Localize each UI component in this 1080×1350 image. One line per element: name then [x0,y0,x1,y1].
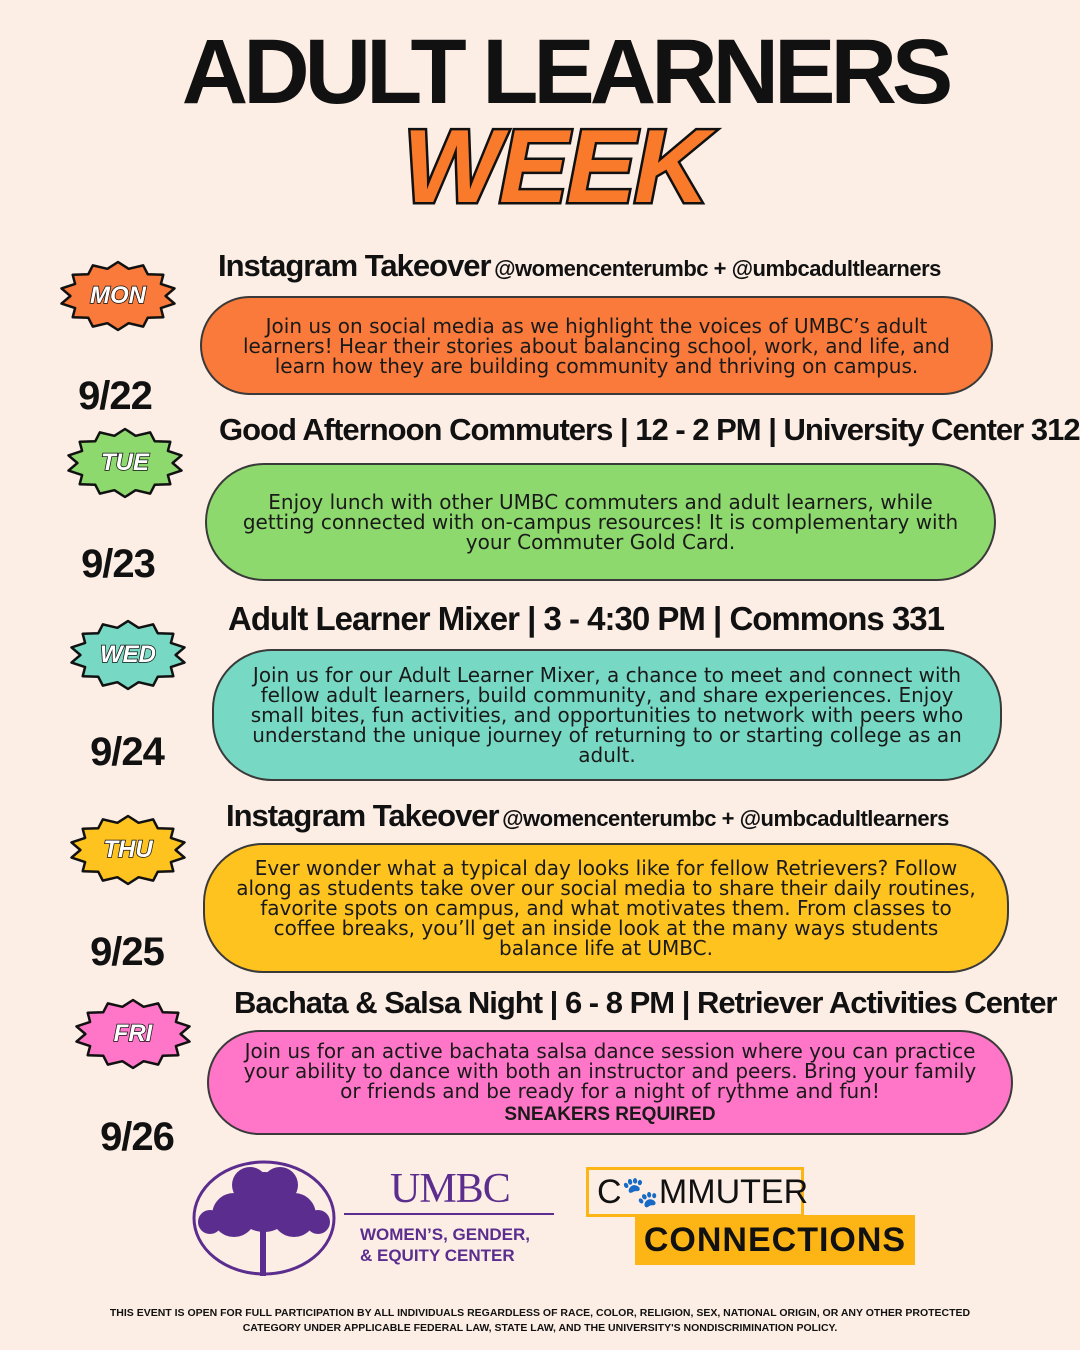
day-label: WED [99,640,157,669]
center-name-line2: & EQUITY CENTER [360,1246,515,1265]
event-handles: @womencenterumbc + @umbcadultlearners [502,806,949,831]
wgec-tree-logo [190,1160,340,1285]
event-heading: Good Afternoon Commuters | 12 - 2 PM | U… [219,412,1080,448]
event-description: Ever wonder what a typical day looks lik… [236,856,976,960]
event-heading: Instagram Takeover @womencenterumbc + @u… [226,798,949,834]
day-badge: THU [66,813,190,887]
burst-shape-icon [70,619,186,691]
event-handles: @womencenterumbc + @umbcadultlearners [494,256,941,281]
burst-shape-icon [67,427,183,499]
page-title: ADULT LEARNERS [181,21,954,123]
event-date: 9/25 [90,930,165,974]
event-date: 9/24 [90,730,165,774]
event-title: Instagram Takeover [218,248,492,283]
event-description-bubble: Join us for an active bachata salsa danc… [207,1030,1013,1135]
event-title: Instagram Takeover [226,798,500,833]
page-subtitle: WEEK [401,109,712,225]
event-description: Enjoy lunch with other UMBC commuters an… [242,490,959,554]
day-badge: MON [56,259,180,333]
commuter-c: C [597,1172,622,1211]
nondiscrimination-footer: THIS EVENT IS OPEN FOR FULL PARTICIPATIO… [0,1306,1080,1336]
day-label: FRI [113,1019,153,1048]
center-name-line1: WOMEN’S, GENDER, [360,1225,531,1244]
event-title: Adult Learner Mixer | 3 - 4:30 PM | Comm… [228,600,945,637]
commuter-rest: MMUTER [658,1172,809,1211]
footer-line2: CATEGORY UNDER APPLICABLE FEDERAL LAW, S… [242,1322,838,1334]
event-title: Good Afternoon Commuters | 12 - 2 PM | U… [219,412,1080,447]
event-heading: Adult Learner Mixer | 3 - 4:30 PM | Comm… [228,600,945,638]
day-badge: FRI [71,997,195,1071]
event-note: SNEAKERS REQUIRED [504,1103,716,1125]
burst-shape-icon [75,998,191,1070]
connections-logo: CONNECTIONS [635,1215,915,1265]
day-label: TUE [100,448,150,477]
event-date: 9/22 [78,374,153,418]
paw-icon: 🐾 [621,1175,659,1209]
day-badge: TUE [63,426,187,500]
day-label: MON [89,281,147,310]
event-date: 9/26 [100,1115,175,1159]
event-description-bubble: Ever wonder what a typical day looks lik… [203,843,1009,973]
burst-shape-icon [70,814,186,886]
event-heading: Bachata & Salsa Night | 6 - 8 PM | Retri… [234,985,1057,1021]
event-title: Bachata & Salsa Night | 6 - 8 PM | Retri… [234,985,1057,1020]
footer-line1: THIS EVENT IS OPEN FOR FULL PARTICIPATIO… [109,1307,971,1319]
event-description-bubble: Enjoy lunch with other UMBC commuters an… [205,463,996,581]
commuter-logo: C 🐾 MMUTER [586,1167,808,1217]
day-badge: WED [66,618,190,692]
day-label: THU [103,835,154,864]
event-description: Join us for our Adult Learner Mixer, a c… [250,663,964,767]
event-date: 9/23 [81,542,156,586]
event-description: Join us on social media as we highlight … [242,313,950,378]
logo-divider [344,1213,554,1215]
event-description-bubble: Join us for our Adult Learner Mixer, a c… [212,649,1002,781]
event-description: Join us for an active bachata salsa danc… [243,1038,977,1103]
event-heading: Instagram Takeover @womencenterumbc + @u… [218,248,941,284]
burst-shape-icon [60,260,176,332]
center-name: WOMEN’S, GENDER, & EQUITY CENTER [360,1224,530,1266]
umbc-logo-text: UMBC [390,1166,511,1212]
event-description-bubble: Join us on social media as we highlight … [200,296,993,395]
